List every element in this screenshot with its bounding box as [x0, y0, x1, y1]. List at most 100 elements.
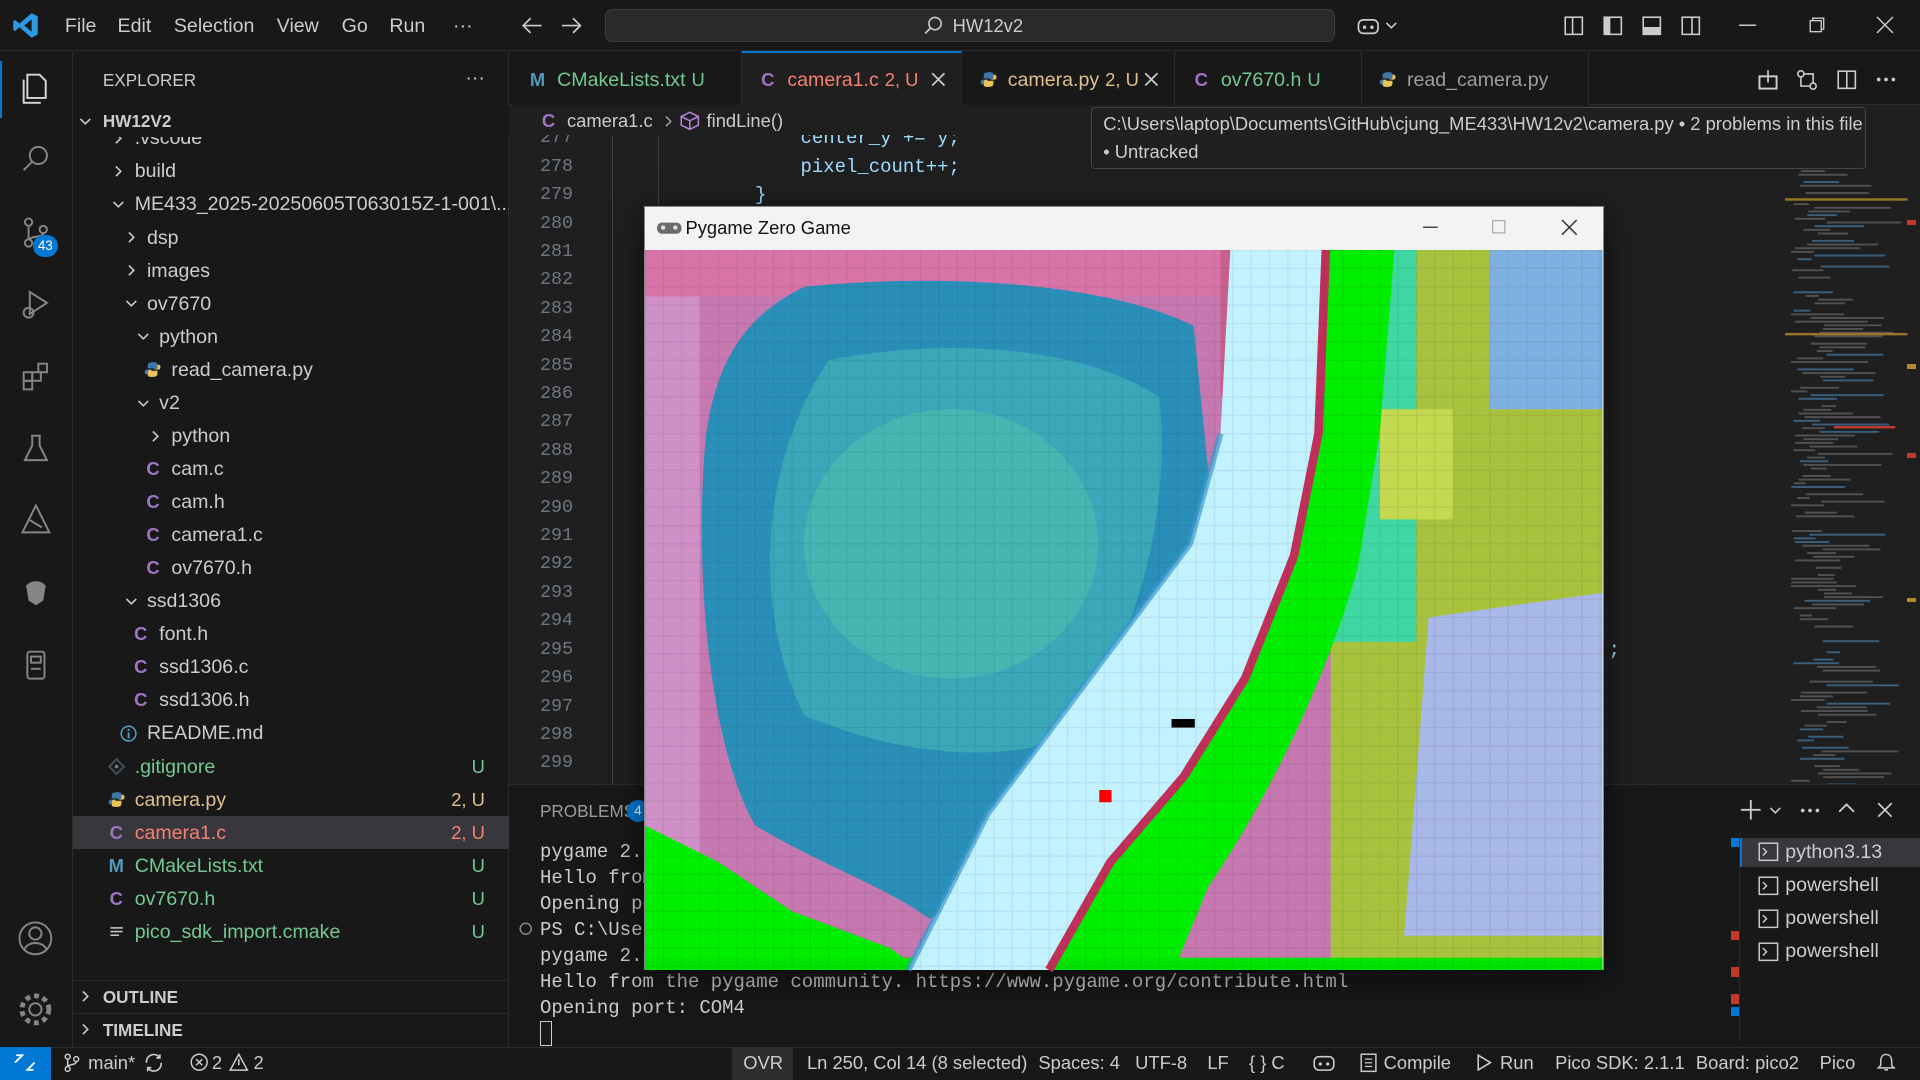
tree-row[interactable] [73, 519, 509, 552]
pygame-window: Pygame Zero Game [644, 205, 1605, 972]
root-header [73, 105, 510, 138]
icon-part [20, 503, 51, 534]
restore [1809, 17, 1824, 33]
icon-part [1823, 776, 1885, 779]
game-minimize [1422, 226, 1438, 229]
tab[interactable] [742, 51, 963, 106]
icon-part [1791, 486, 1846, 489]
icon-part [1792, 530, 1823, 533]
close-window [1876, 16, 1894, 34]
menu-label: Edit [117, 14, 152, 37]
chevron [125, 598, 137, 605]
icon-part [1762, 848, 1768, 857]
icon-part [1793, 309, 1811, 312]
icon-part [1818, 574, 1836, 577]
tree-label: python [171, 424, 231, 447]
icon-part [661, 225, 666, 230]
tab[interactable] [962, 51, 1176, 106]
tab[interactable] [511, 51, 743, 106]
icon-part [1819, 331, 1894, 334]
icon-part [1604, 17, 1611, 35]
remote-button[interactable] [0, 1046, 52, 1080]
icon-part [1793, 449, 1816, 452]
chevron [152, 430, 160, 442]
code-line: center_y += y; [618, 134, 960, 150]
chevron [1385, 22, 1397, 30]
icon-part [1826, 221, 1902, 224]
file-icon: C [109, 887, 123, 909]
icon-part [925, 26, 932, 34]
tree-row[interactable] [73, 717, 509, 750]
python-icon [145, 362, 162, 378]
icon-part [1819, 346, 1866, 349]
copilot-status [1313, 1055, 1335, 1071]
icon-part [1834, 426, 1896, 429]
tree-row[interactable] [73, 585, 509, 618]
icon-part [1803, 464, 1882, 467]
line-number: 291 [539, 524, 574, 546]
icon-part [19, 993, 52, 1025]
chevron [113, 201, 125, 209]
panel-badge [626, 799, 649, 822]
icon-part [113, 201, 125, 209]
tree-label: python [159, 325, 218, 348]
icon-part [1643, 26, 1661, 35]
icon-part [127, 728, 130, 731]
tree-label: cam.h [171, 490, 225, 513]
code-line: pixel_count++; [618, 155, 960, 178]
icon-part [673, 225, 678, 230]
chevron [1770, 807, 1781, 815]
line-number: 282 [539, 269, 574, 291]
icon-part [1797, 69, 1806, 78]
icon-part [1807, 552, 1837, 555]
terminal-line: PS C:\User [540, 918, 654, 941]
icon-part [1808, 210, 1851, 213]
command-center[interactable] [604, 8, 1335, 42]
error-count: 2 [211, 1051, 223, 1073]
remote-icon [14, 1054, 35, 1072]
tree-row[interactable] [73, 254, 509, 287]
tree-row[interactable] [73, 287, 509, 320]
icon-part [1800, 808, 1805, 813]
tree-row[interactable] [73, 486, 509, 519]
file-icon: C [541, 109, 556, 131]
icon-part [1807, 243, 1879, 246]
icon-part [1758, 909, 1779, 928]
icon-part [1793, 482, 1807, 485]
tab[interactable] [1175, 51, 1362, 106]
terminal-line: pygame 2.6 [540, 944, 654, 967]
tab[interactable] [1361, 51, 1590, 106]
status-text: Compile [1383, 1051, 1452, 1073]
tree-row[interactable] [73, 552, 509, 585]
icon-part [1797, 368, 1855, 371]
panel-scroll-marker [1731, 837, 1739, 848]
line-number: 289 [539, 468, 574, 490]
tree-label: v2 [159, 391, 180, 414]
menu-label: Run [389, 14, 426, 37]
icon-part [1876, 77, 1881, 82]
icon-part [1762, 914, 1768, 923]
accounts-icon [18, 921, 53, 955]
icon-part [29, 655, 42, 664]
icon-part [137, 333, 149, 341]
icon-part [1802, 475, 1832, 478]
icon-part [1564, 16, 1583, 36]
icon-part [1785, 198, 1908, 201]
file-icon: C [146, 556, 160, 578]
icon-part [1379, 72, 1393, 85]
file-icon: C [134, 689, 148, 711]
terminal-list-border [1738, 832, 1740, 1041]
line-number: 279 [539, 183, 574, 205]
timeline-header[interactable] [73, 1012, 510, 1046]
tree-row[interactable] [73, 419, 509, 452]
icon-part [1798, 478, 1851, 481]
icon-part [1793, 419, 1821, 422]
status-text: OVR [743, 1051, 784, 1073]
file-icon: M [529, 68, 546, 90]
sidebar-title: EXPLORER [102, 69, 197, 90]
outline-header[interactable] [73, 979, 510, 1013]
icon-part [38, 224, 48, 234]
tree-row[interactable] [73, 452, 509, 485]
tree-row[interactable] [73, 221, 509, 254]
